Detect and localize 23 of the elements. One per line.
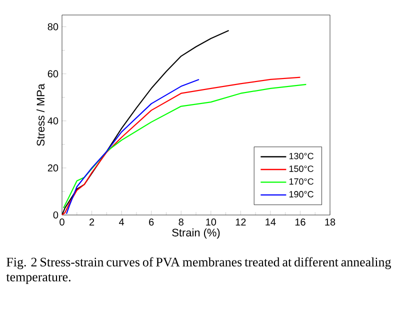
y-tick-label: 80: [48, 23, 58, 30]
y-tick-label: 0: [53, 211, 58, 219]
x-tick-label: 16: [295, 218, 306, 226]
x-tick-label: 6: [149, 218, 154, 226]
y-tick-label: 40: [48, 117, 58, 124]
legend-label: 190°C: [289, 191, 314, 198]
x-axis-title: Strain (%): [172, 228, 220, 239]
x-tick-label: 0: [60, 218, 64, 226]
x-tick-label: 2: [90, 218, 94, 226]
caption: Fig. 2 Stress-strain curves of PVA membranes treated at different annealing temperature.: [6, 257, 391, 284]
x-tick-label: 10: [206, 218, 216, 226]
legend-label: 150°C: [289, 166, 314, 172]
x-tick-label: 18: [325, 218, 336, 226]
x-tick-label: 14: [266, 218, 276, 226]
y-tick-label: 60: [48, 70, 58, 78]
legend-label: 130°C: [289, 152, 314, 160]
legend-label: 170°C: [289, 178, 314, 185]
y-tick-label: 20: [48, 164, 58, 172]
x-tick-label: 8: [178, 218, 184, 226]
x-tick-label: 4: [119, 218, 124, 226]
line-series: [66, 78, 200, 214]
y-axis-title: Stress / MPa: [36, 84, 45, 146]
x-tick-label: 12: [236, 218, 246, 226]
